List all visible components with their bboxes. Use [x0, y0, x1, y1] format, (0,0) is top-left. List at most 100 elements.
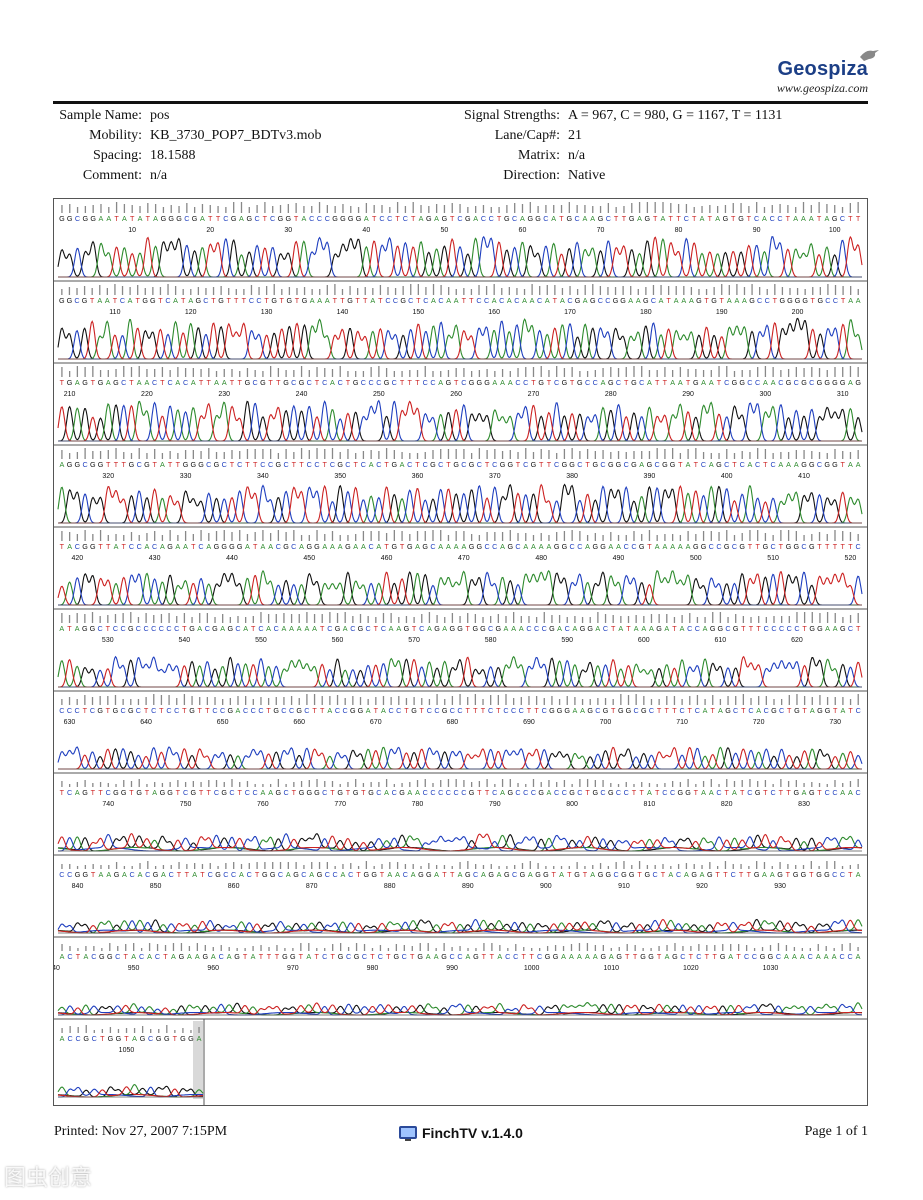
quality-bar: [494, 449, 496, 459]
quality-bar: [803, 368, 805, 377]
quality-bar: [548, 535, 550, 541]
base-call: C: [419, 624, 424, 633]
base-call: C: [115, 952, 120, 961]
quality-bar: [506, 205, 508, 213]
base-call: C: [757, 296, 762, 305]
base-call: G: [345, 542, 351, 551]
quality-bar: [482, 205, 485, 213]
quality-bar: [69, 204, 71, 213]
base-call: A: [327, 706, 332, 715]
base-call: C: [484, 542, 489, 551]
position-label: 390: [644, 473, 656, 480]
quality-bar: [331, 781, 334, 787]
quality-bar: [267, 614, 270, 623]
base-call: T: [856, 624, 861, 633]
base-call: C: [653, 870, 658, 879]
quality-bar: [290, 696, 293, 705]
base-call: C: [430, 788, 435, 797]
quality-bar: [467, 207, 469, 213]
trace-a: [58, 400, 862, 442]
quality-bar: [710, 531, 712, 541]
base-call: G: [453, 460, 459, 469]
quality-bar: [525, 448, 527, 459]
quality-bar: [833, 948, 835, 951]
base-call: A: [609, 952, 614, 961]
base-call: T: [786, 214, 791, 223]
base-call: T: [583, 870, 588, 879]
base-call: A: [848, 378, 853, 387]
quality-bar: [576, 862, 578, 869]
quality-bar: [293, 452, 295, 459]
quality-bar: [563, 449, 566, 459]
quality-bar: [679, 367, 682, 377]
quality-bar: [409, 782, 411, 787]
base-call: A: [297, 624, 302, 633]
quality-bar: [849, 615, 852, 623]
position-label: 940: [54, 965, 60, 972]
base-call: G: [441, 952, 447, 961]
quality-bar: [125, 1028, 128, 1033]
base-call: G: [613, 296, 619, 305]
base-call: G: [535, 870, 541, 879]
quality-bar: [718, 453, 720, 459]
base-call: C: [402, 952, 407, 961]
quality-bar: [355, 779, 357, 787]
position-label: 380: [566, 473, 578, 480]
base-call: G: [164, 1034, 170, 1043]
quality-bar: [222, 699, 224, 705]
quality-bar: [727, 696, 729, 705]
base-call: C: [235, 624, 240, 633]
quality-bar: [664, 534, 666, 541]
base-call: A: [99, 214, 104, 223]
trim-region: [193, 1021, 203, 1099]
base-call: C: [505, 952, 510, 961]
base-call: A: [369, 460, 374, 469]
quality-bar: [724, 861, 727, 869]
base-call: G: [562, 378, 568, 387]
quality-bar: [419, 943, 421, 951]
base-call: T: [340, 296, 345, 305]
quality-bar: [553, 205, 555, 213]
base-call: A: [668, 870, 673, 879]
base-call: A: [809, 214, 814, 223]
base-call: T: [315, 378, 320, 387]
base-call: C: [75, 706, 80, 715]
base-call: C: [438, 460, 443, 469]
position-label: 910: [618, 883, 630, 890]
base-call: A: [434, 870, 439, 879]
quality-bar: [569, 286, 571, 295]
quality-bar: [435, 948, 437, 951]
quality-bar: [444, 617, 446, 623]
base-call: T: [123, 952, 128, 961]
bird-icon: [860, 50, 879, 61]
quality-bar: [625, 367, 627, 377]
quality-bar: [256, 205, 258, 213]
quality-bar: [738, 944, 740, 951]
base-call: G: [214, 542, 220, 551]
base-call: G: [631, 460, 637, 469]
base-call: G: [631, 378, 637, 387]
base-call: G: [488, 870, 494, 879]
quality-bar: [675, 286, 677, 295]
quality-bar: [857, 202, 859, 213]
quality-bar: [733, 781, 736, 787]
base-call: G: [780, 296, 786, 305]
quality-bar: [803, 535, 805, 541]
base-call: G: [801, 870, 807, 879]
quality-bar: [558, 699, 561, 705]
base-call: G: [647, 460, 653, 469]
base-call: C: [325, 214, 330, 223]
base-call: A: [528, 870, 533, 879]
position-label: 1030: [763, 965, 779, 972]
quality-bar: [748, 206, 750, 213]
base-call: G: [587, 624, 593, 633]
quality-bar: [133, 943, 135, 951]
base-call: A: [511, 624, 516, 633]
quality-bar: [326, 205, 329, 213]
base-call: C: [143, 624, 148, 633]
base-call: A: [245, 542, 250, 551]
position-label: 800: [566, 801, 578, 808]
base-call: C: [554, 460, 559, 469]
base-call: A: [268, 542, 273, 551]
base-call: G: [504, 870, 510, 879]
